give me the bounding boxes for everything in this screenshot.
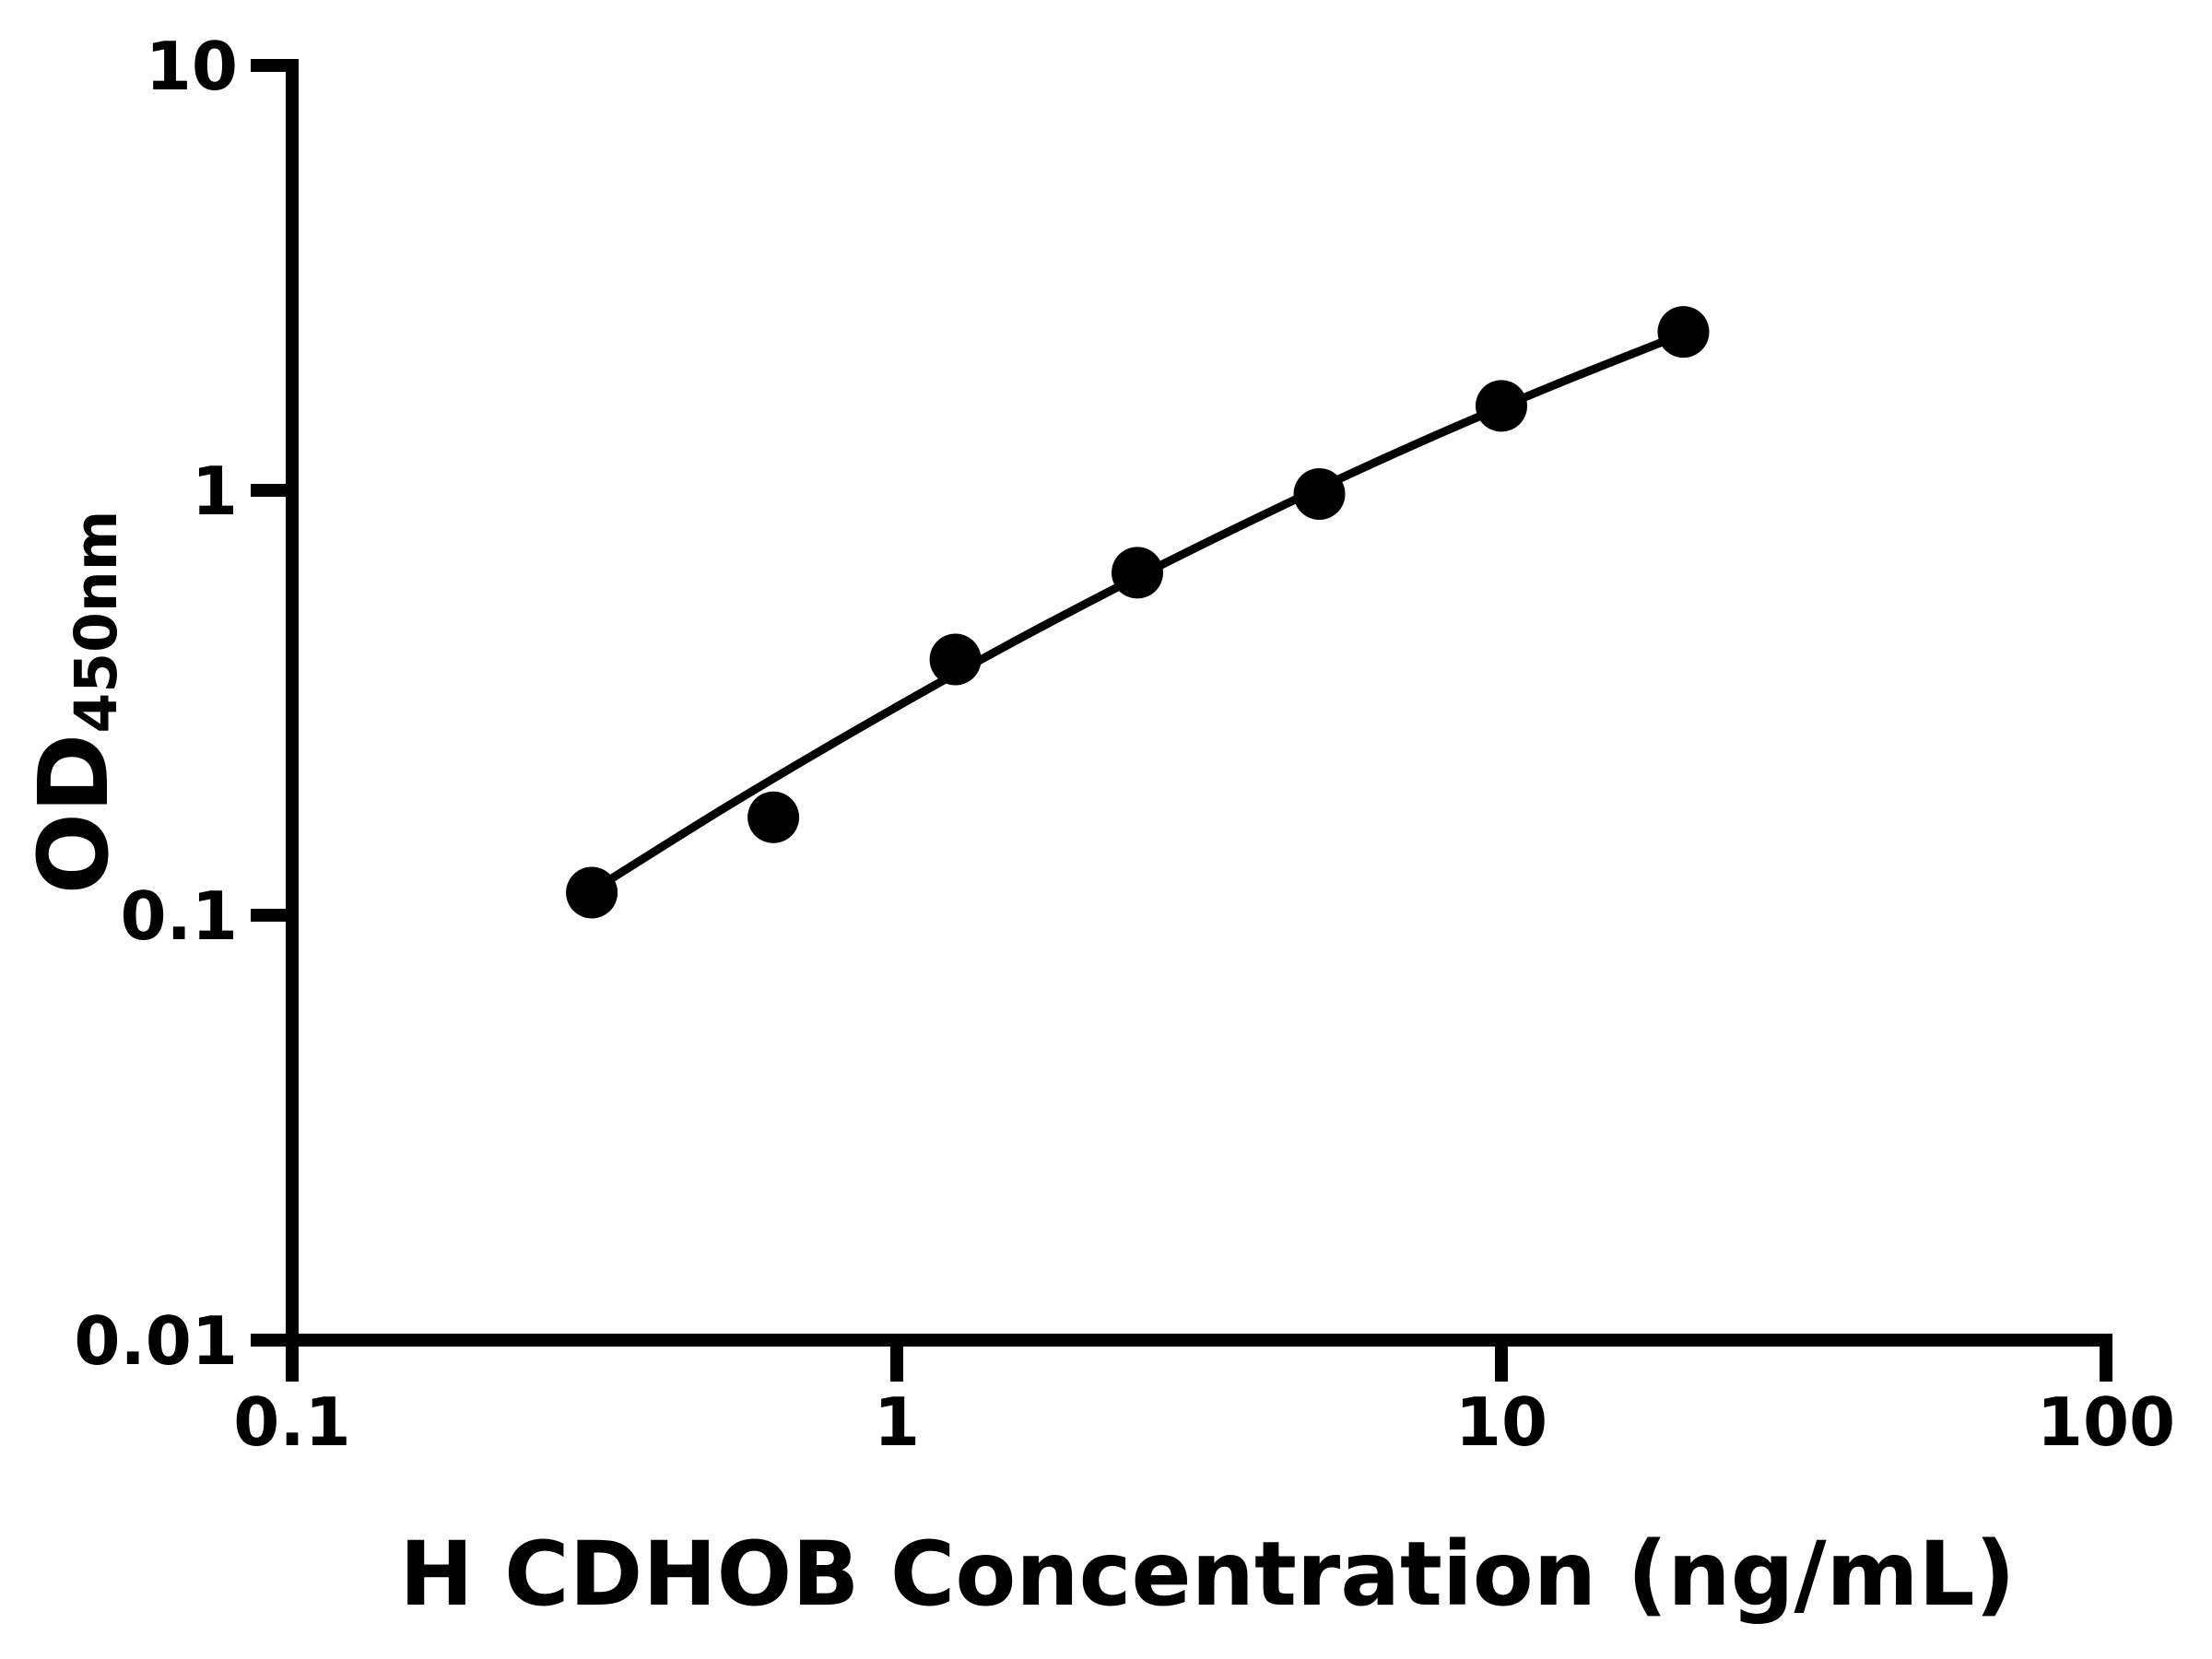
x-tick-label: 1 [874, 1383, 920, 1461]
data-point-marker [747, 791, 800, 843]
data-point-marker [1293, 468, 1346, 520]
data-point-marker [1476, 380, 1527, 432]
y-tick-label: 0.1 [120, 877, 238, 955]
x-tick-label: 100 [2037, 1383, 2175, 1461]
y-tick-label: 1 [192, 453, 238, 530]
x-tick-label: 10 [1455, 1383, 1547, 1461]
data-point-marker [929, 633, 982, 686]
data-point-marker [1657, 306, 1710, 359]
y-tick-label: 10 [146, 28, 238, 105]
y-axis-title: OD450nm [18, 511, 130, 895]
x-axis-title: H CDHOB Concentration (ng/mL) [399, 1523, 2015, 1626]
data-point-marker [1112, 547, 1163, 599]
y-axis-title-main: OD [18, 734, 130, 895]
y-tick-label: 0.01 [74, 1302, 238, 1380]
y-axis-title-subscript: 450nm [63, 511, 130, 734]
x-tick-label: 0.1 [233, 1383, 351, 1461]
data-point-marker [566, 866, 618, 919]
